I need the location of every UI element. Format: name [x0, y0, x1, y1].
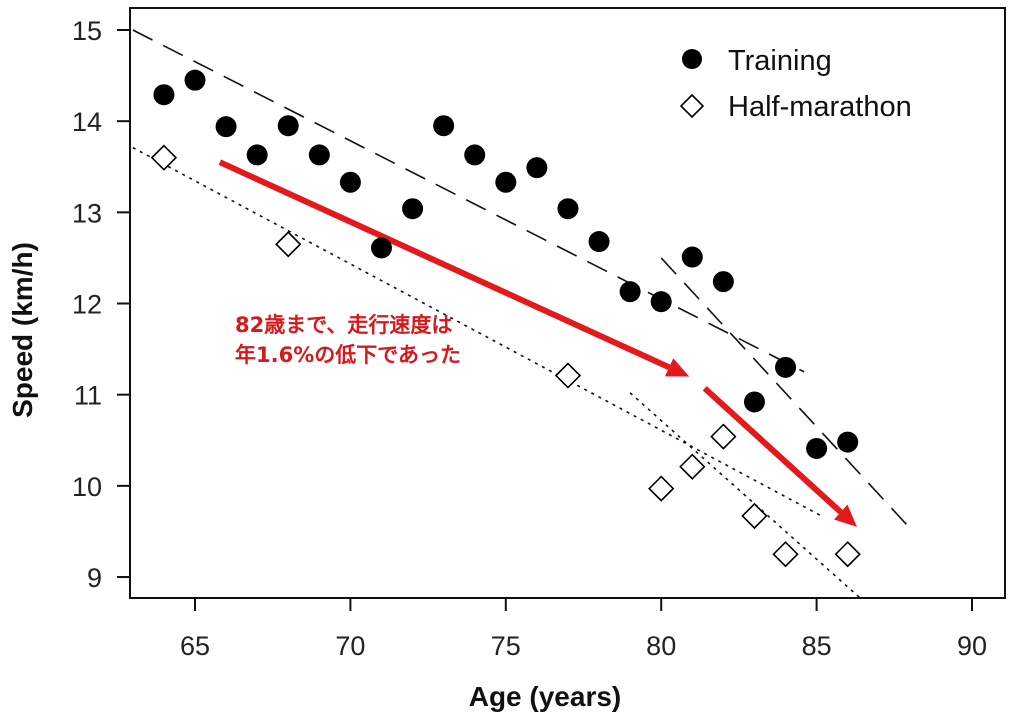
half-marathon-point — [275, 231, 302, 258]
half-marathon-point — [648, 475, 675, 502]
half-marathon-point — [679, 453, 706, 480]
y-axis-label: Speed (km/h) — [7, 242, 38, 418]
y-tick-label: 11 — [74, 381, 102, 411]
training-point — [526, 157, 548, 179]
training-point — [775, 356, 797, 378]
y-tick-label: 15 — [72, 16, 102, 46]
training-point — [184, 69, 206, 91]
legend-half-marathon-label: Half-marathon — [728, 91, 912, 123]
training-point — [370, 237, 392, 259]
training-point — [215, 116, 237, 138]
training-point — [308, 144, 330, 166]
training-point — [837, 431, 859, 453]
x-tick-label: 70 — [335, 631, 365, 661]
x-tick-label: 90 — [957, 631, 987, 661]
y-tick-label: 10 — [72, 472, 102, 502]
training-point — [402, 198, 424, 220]
half-marathon-point — [710, 423, 737, 450]
training-point — [588, 231, 610, 253]
x-axis-label: Age (years) — [469, 681, 622, 712]
red-arrow-shaft — [702, 386, 843, 515]
y-tick-label: 9 — [87, 563, 102, 593]
half-marathon-point — [772, 541, 799, 568]
half-marathon-point — [741, 502, 768, 530]
legend-training-label: Training — [728, 45, 832, 77]
training-point — [246, 144, 268, 166]
training-point — [339, 171, 361, 193]
half-marathon-point — [554, 362, 582, 389]
x-tick-label: 85 — [802, 631, 832, 661]
training-point — [464, 144, 486, 166]
training-point — [495, 171, 517, 193]
annotation-line-2: 年1.6%の低下であった — [235, 343, 461, 367]
training-point — [277, 115, 299, 137]
legend-training-marker — [682, 49, 702, 69]
training-point — [681, 246, 703, 268]
x-tick-label: 65 — [180, 631, 210, 661]
red-arrow-shaft — [218, 159, 671, 371]
half-marathon-fit-line — [132, 146, 821, 516]
legend-half-marathon-marker — [679, 93, 705, 119]
half-marathon-point — [150, 144, 178, 171]
training-point — [712, 271, 734, 293]
training-point — [433, 115, 455, 137]
training-point — [557, 198, 579, 220]
training-fit-line — [660, 257, 914, 532]
training-point — [806, 437, 828, 459]
y-tick-label: 14 — [72, 107, 102, 137]
training-fit-line — [132, 29, 805, 373]
training-point — [619, 281, 641, 303]
red-arrow-head — [834, 504, 858, 527]
annotation-line-1: 82歳まで、走行速度は — [235, 313, 452, 337]
red-arrow-head — [665, 358, 690, 377]
y-tick-label: 12 — [72, 290, 102, 320]
y-tick-label: 13 — [72, 198, 102, 228]
half-marathon-point — [834, 541, 861, 568]
legend: Training Half-marathon — [679, 45, 912, 123]
training-point — [743, 391, 765, 413]
half-marathon-fit-line — [629, 392, 861, 599]
x-tick-label: 80 — [646, 631, 676, 661]
x-tick-label: 75 — [491, 631, 521, 661]
training-point — [650, 291, 672, 313]
training-point — [153, 84, 175, 106]
